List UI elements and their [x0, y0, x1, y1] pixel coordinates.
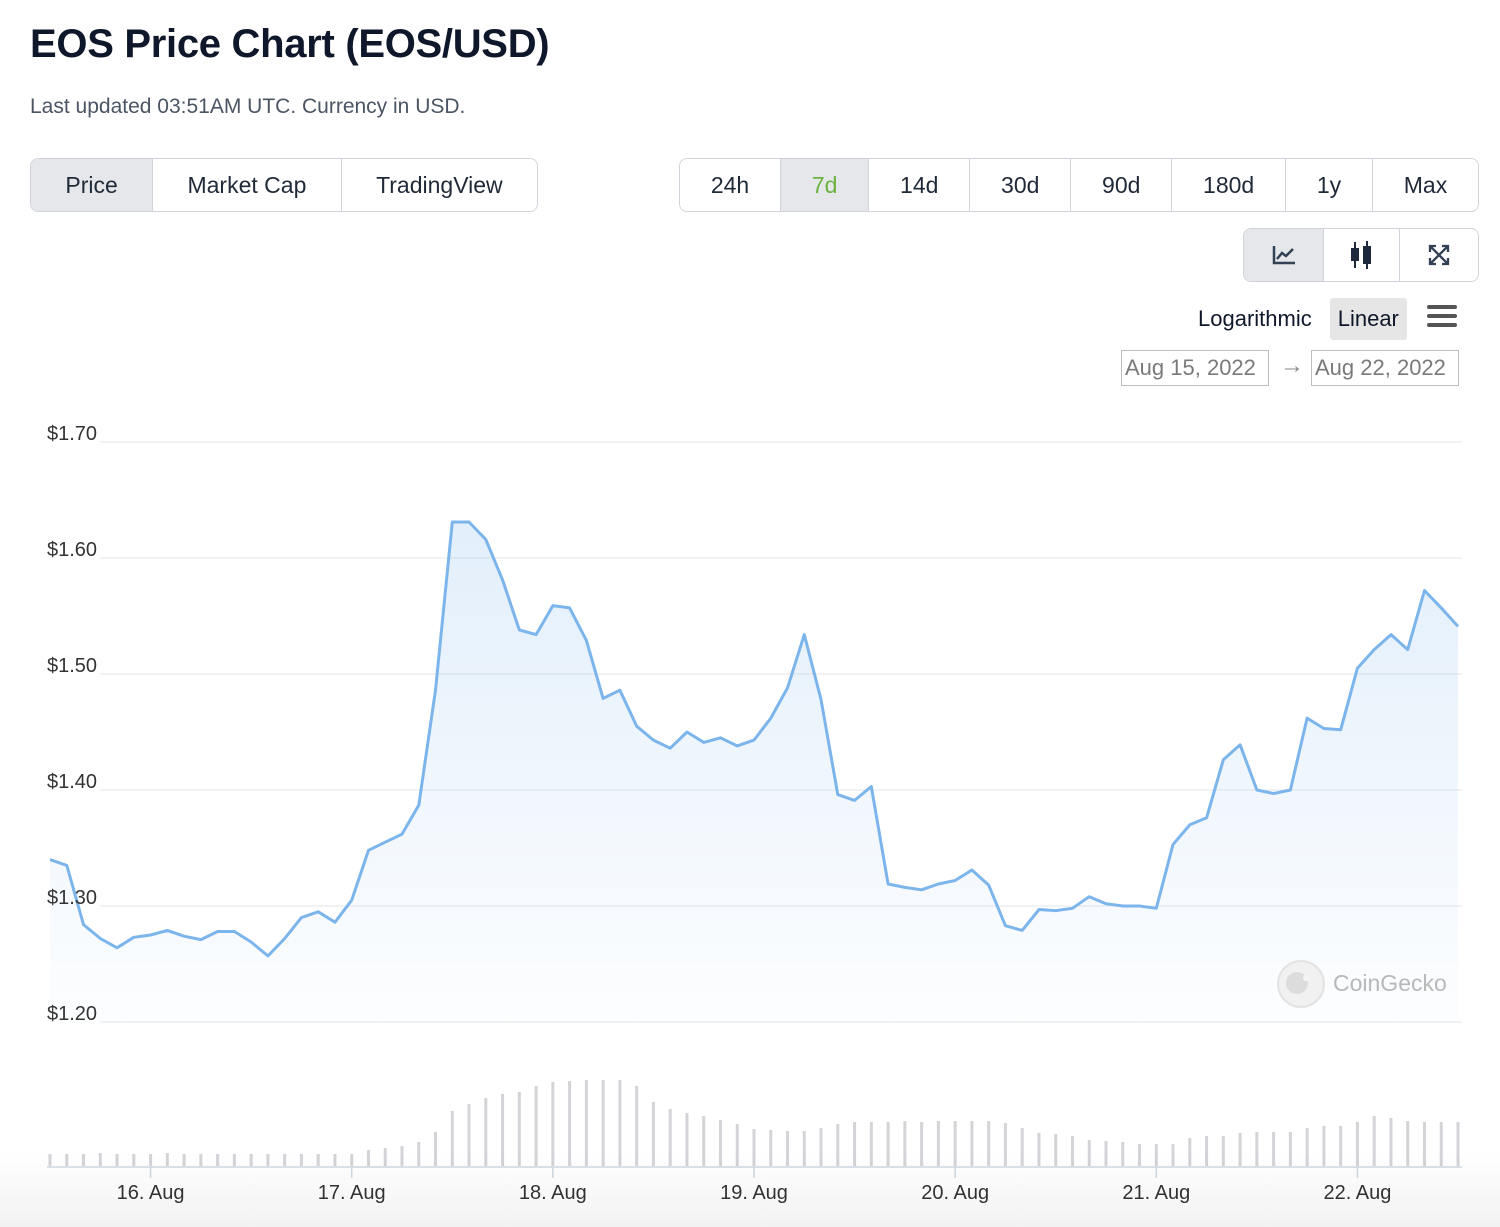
volume-bar [819, 1128, 823, 1166]
volume-bar [1439, 1122, 1443, 1166]
volume-bar [1372, 1116, 1376, 1166]
volume-bar [1305, 1128, 1309, 1166]
expand-icon [1428, 244, 1449, 266]
watermark-text: CoinGecko [1333, 970, 1447, 996]
volume-bar [534, 1086, 538, 1166]
volume-bar [886, 1122, 890, 1166]
candle-view-button[interactable] [1324, 229, 1400, 281]
range-button[interactable]: 14d [869, 159, 971, 211]
volume-bar [869, 1122, 873, 1166]
date-to[interactable]: Aug 22, 2022 [1311, 350, 1459, 386]
scale-switch: Logarithmic Linear [1180, 298, 1407, 340]
volume-bar [953, 1121, 957, 1166]
range-button[interactable]: 180d [1172, 159, 1287, 211]
page-title: EOS Price Chart (EOS/USD) [30, 22, 550, 66]
volume-bar [1288, 1132, 1292, 1166]
y-tick-label: $1.20 [47, 1003, 97, 1025]
volume-bar [769, 1130, 773, 1166]
volume-bar [434, 1132, 438, 1166]
volume-bar [1255, 1132, 1259, 1166]
volume-bar [568, 1081, 572, 1166]
range-button[interactable]: 30d [970, 159, 1072, 211]
fullscreen-button[interactable] [1400, 229, 1478, 281]
volume-bar [1456, 1122, 1460, 1166]
menu-button[interactable] [1426, 304, 1458, 330]
volume-bar [987, 1121, 991, 1166]
range-button[interactable]: 24h [680, 159, 781, 211]
volume-bar [484, 1098, 488, 1166]
volume-bar [1020, 1128, 1024, 1166]
tab-button[interactable]: Market Cap [153, 159, 342, 211]
volume-bar [1339, 1126, 1343, 1166]
y-tick-label: $1.50 [47, 655, 97, 677]
candle-icon [1351, 241, 1372, 269]
price-area [50, 522, 1458, 1022]
volume-bar [936, 1121, 940, 1166]
scale-button[interactable]: Linear [1329, 298, 1407, 340]
date-arrow: → [1280, 352, 1304, 379]
volume-bar [1003, 1123, 1007, 1166]
volume-bar [584, 1080, 588, 1166]
volume-bar [1272, 1132, 1276, 1166]
volume-bar [702, 1116, 706, 1166]
volume-bar [836, 1124, 840, 1166]
range-button[interactable]: 7d [781, 159, 870, 211]
view-group [1243, 228, 1479, 282]
range-button[interactable]: 90d [1071, 159, 1173, 211]
subtitle: Last updated 03:51AM UTC. Currency in US… [30, 95, 466, 118]
volume-bar [920, 1122, 924, 1166]
volume-bar [1238, 1133, 1242, 1166]
volume-bar [601, 1080, 605, 1166]
volume-bar [551, 1082, 555, 1166]
line-view-button[interactable] [1244, 229, 1325, 281]
line-icon [1272, 246, 1295, 265]
volume-bar [651, 1102, 655, 1166]
volume-bar [1322, 1126, 1326, 1166]
range-button[interactable]: 1y [1286, 159, 1373, 211]
y-tick-label: $1.70 [47, 423, 97, 445]
volume-bar [1406, 1121, 1410, 1166]
volume-bar [752, 1129, 756, 1166]
date-from[interactable]: Aug 15, 2022 [1121, 350, 1269, 386]
volume-bar [786, 1131, 790, 1166]
volume-bar [685, 1113, 689, 1166]
volume-bar [467, 1104, 471, 1166]
volume-bar [802, 1131, 806, 1166]
volume-bar [735, 1124, 739, 1166]
volume-bar [635, 1086, 639, 1166]
volume-bar [501, 1094, 505, 1166]
volume-bar [1389, 1118, 1393, 1166]
range-button[interactable]: Max [1403, 171, 1448, 198]
bottom-shade [0, 1150, 1500, 1227]
volume-bar [517, 1092, 521, 1166]
volume-bar [1422, 1122, 1426, 1166]
range-group: 24h 7d 14d 30d 90d 180d 1y Max [679, 158, 1479, 212]
watermark: CoinGecko [1277, 960, 1447, 1008]
tab-button[interactable]: Price [31, 159, 154, 211]
tab-group: Price Market Cap TradingView [30, 158, 538, 212]
volume-bar [668, 1109, 672, 1166]
volume-bar [853, 1122, 857, 1166]
volume-bar [1355, 1122, 1359, 1166]
volume-bar [450, 1111, 454, 1166]
volume-bar [618, 1080, 622, 1166]
volume-bar [718, 1120, 722, 1166]
y-tick-label: $1.30 [47, 887, 97, 909]
y-tick-label: $1.60 [47, 539, 97, 561]
price-line [49, 520, 1460, 958]
tab-button[interactable]: TradingView [376, 171, 503, 198]
volume-bar [1037, 1133, 1041, 1166]
y-tick-label: $1.40 [47, 771, 97, 793]
volume-bar [970, 1121, 974, 1166]
scale-button[interactable]: Logarithmic [1198, 306, 1312, 331]
volume-bar [903, 1121, 907, 1166]
